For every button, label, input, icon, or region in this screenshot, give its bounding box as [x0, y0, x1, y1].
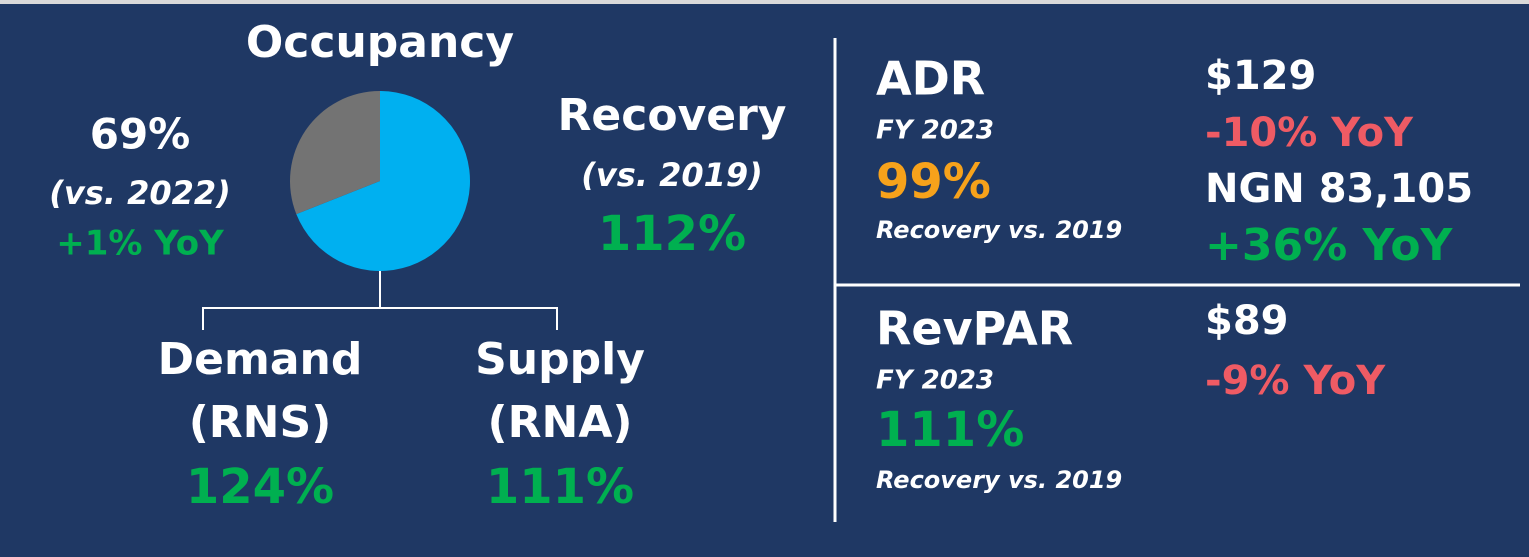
adr-recovery-label: Recovery vs. 2019: [876, 216, 1122, 244]
adr-usd-yoy: -10% YoY: [1205, 110, 1414, 156]
revpar-period: FY 2023: [876, 366, 994, 396]
top-strip: [0, 0, 1529, 4]
recovery-title: Recovery: [558, 90, 787, 141]
adr-usd: $129: [1205, 53, 1316, 99]
supply-title: Supply: [475, 334, 645, 385]
recovery-value: 112%: [598, 206, 746, 262]
revpar-title: RevPAR: [876, 302, 1073, 356]
occupancy-title: Occupancy: [246, 17, 514, 68]
adr-title: ADR: [876, 52, 985, 106]
pie-slice: [296, 91, 470, 271]
revpar-usd-yoy: -9% YoY: [1205, 358, 1386, 404]
adr-recovery: 99%: [876, 154, 991, 210]
adr-local: NGN 83,105: [1205, 166, 1473, 212]
supply-value: 111%: [486, 459, 634, 515]
revpar-recovery: 111%: [876, 402, 1024, 458]
supply-subtitle: (RNA): [488, 397, 633, 448]
occupancy-yoy: +1% YoY: [56, 224, 224, 264]
demand-value: 124%: [186, 459, 334, 515]
revpar-usd: $89: [1205, 298, 1289, 344]
revpar-recovery-label: Recovery vs. 2019: [876, 466, 1122, 494]
pie-rest: [290, 91, 380, 215]
adr-local-yoy: +36% YoY: [1205, 220, 1454, 271]
demand-title: Demand: [158, 334, 363, 385]
occupancy-comparison: (vs. 2022): [49, 174, 231, 212]
occupancy-pie: [290, 91, 470, 271]
occupancy-value: 69%: [90, 110, 191, 159]
adr-period: FY 2023: [876, 116, 994, 146]
demand-subtitle: (RNS): [189, 397, 332, 448]
recovery-comparison: (vs. 2019): [581, 156, 763, 194]
